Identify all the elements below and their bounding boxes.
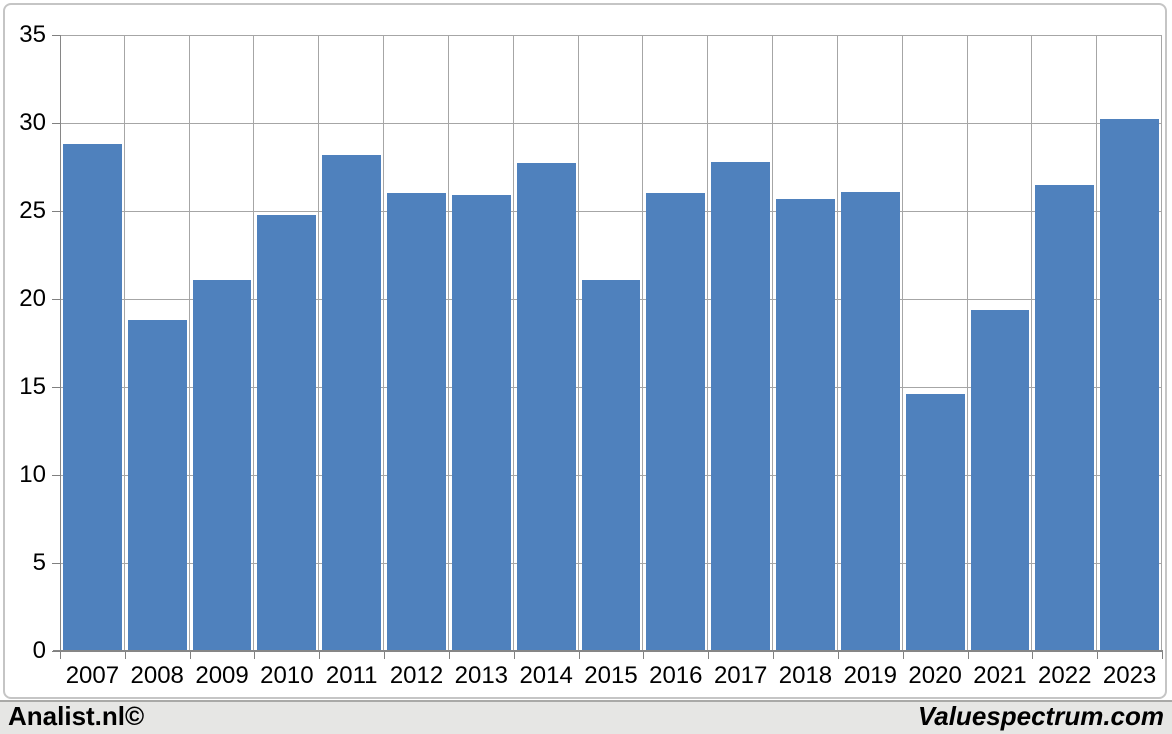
x-axis-label: 2015: [584, 662, 638, 689]
bar: [257, 214, 317, 651]
x-tick: [773, 652, 775, 659]
x-axis-line: [53, 650, 1163, 652]
bar: [1035, 184, 1095, 651]
x-axis-label: 2012: [389, 662, 444, 689]
bar: [1100, 119, 1159, 651]
x-axis-label: 2019: [843, 662, 897, 689]
x-axis-label: 2010: [260, 662, 314, 689]
gridline-v: [123, 35, 125, 651]
x-tick: [1162, 652, 1163, 659]
x-tick: [60, 652, 61, 659]
x-axis-label: 2021: [973, 662, 1027, 689]
footer-bar: Analist.nl© Valuespectrum.com: [0, 700, 1172, 734]
x-axis-label: 2020: [908, 662, 962, 689]
bar: [581, 279, 641, 651]
bar: [516, 163, 576, 651]
x-tick: [578, 652, 580, 659]
x-axis-label: 2011: [325, 662, 378, 689]
x-tick: [708, 652, 710, 659]
y-tick: [52, 651, 60, 652]
valuespectrum-branding: Valuespectrum.com: [917, 701, 1164, 731]
y-tick: [52, 123, 60, 124]
gridline-h: [60, 211, 1162, 212]
y-axis-label: 0: [32, 637, 46, 664]
gridline-v: [1031, 35, 1033, 651]
bar: [63, 144, 122, 651]
bar: [192, 279, 252, 651]
x-axis-label: 2017: [713, 662, 768, 689]
x-tick: [1097, 652, 1099, 659]
bar: [776, 198, 835, 651]
x-tick: [513, 652, 515, 659]
analist-branding: Analist.nl©: [8, 701, 145, 731]
gridline-v: [512, 35, 514, 651]
gridline-v: [707, 35, 709, 651]
bar: [905, 394, 965, 651]
x-axis-label: 2016: [649, 662, 703, 689]
x-tick: [189, 652, 191, 659]
x-axis-label: 2022: [1038, 662, 1092, 689]
gridline-v: [447, 35, 449, 651]
gridline-v: [1096, 35, 1098, 651]
bar: [711, 161, 771, 651]
gridline-v: [1161, 35, 1162, 651]
bar: [322, 154, 382, 651]
y-tick: [52, 211, 60, 212]
x-axis-label: 2023: [1102, 662, 1157, 689]
y-axis-label: 25: [19, 197, 46, 224]
y-axis-line: [60, 35, 61, 651]
gridline-v: [188, 35, 190, 651]
bar: [840, 191, 900, 651]
x-tick: [643, 652, 645, 659]
y-tick: [52, 35, 60, 36]
x-tick: [967, 652, 969, 659]
y-axis-label: 5: [32, 549, 46, 576]
y-tick: [52, 299, 60, 300]
bar: [970, 309, 1030, 651]
gridline-v: [836, 35, 838, 651]
bar: [646, 193, 706, 651]
gridline-v: [901, 35, 903, 651]
bar: [127, 320, 187, 651]
gridline-v: [318, 35, 320, 651]
gridline-v: [772, 35, 774, 651]
x-axis-label: 2018: [778, 662, 833, 689]
bar: [451, 195, 511, 651]
gridline-v: [383, 35, 385, 651]
x-axis-label: 2007: [65, 662, 120, 689]
x-axis-label: 2008: [130, 662, 184, 689]
gridline-v: [253, 35, 255, 651]
y-axis-label: 35: [19, 21, 46, 48]
bar: [387, 193, 446, 651]
y-tick: [52, 387, 60, 388]
x-tick: [1032, 652, 1034, 659]
x-axis-label: 2009: [195, 662, 249, 689]
gridline-v: [966, 35, 968, 651]
gridline-v: [642, 35, 644, 651]
y-axis-label: 20: [19, 285, 46, 312]
x-tick: [837, 652, 839, 659]
x-tick: [902, 652, 904, 659]
gridline-h: [60, 123, 1162, 124]
x-axis-label: 2013: [454, 662, 509, 689]
x-tick: [448, 652, 450, 659]
gridline-h: [60, 35, 1162, 36]
x-axis-label: 2014: [519, 662, 573, 689]
gridline-v: [577, 35, 579, 651]
x-tick: [124, 652, 126, 659]
plot-area: [60, 35, 1162, 651]
y-axis-label: 15: [19, 373, 46, 400]
x-tick: [254, 652, 256, 659]
x-tick: [384, 652, 386, 659]
y-tick: [52, 475, 60, 476]
y-axis-label: 10: [19, 461, 46, 488]
y-tick: [52, 563, 60, 564]
y-axis-label: 30: [19, 109, 46, 136]
x-tick: [319, 652, 321, 659]
